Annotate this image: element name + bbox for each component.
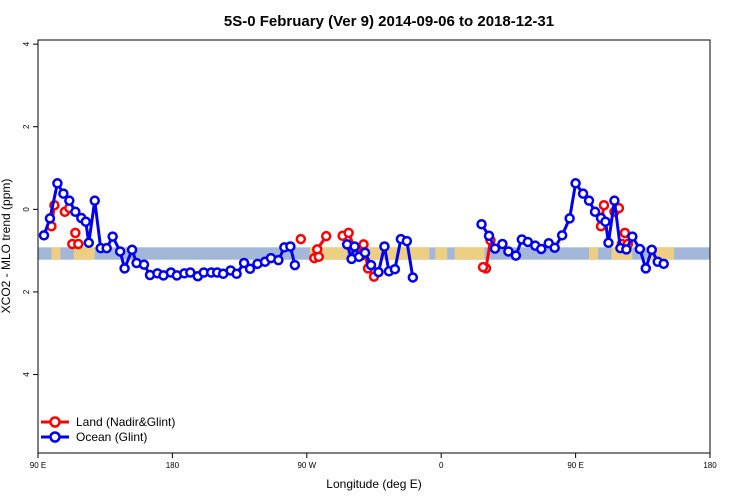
ocean-data-point [510,250,522,261]
x-tick-label: 0 [439,461,444,470]
land-data-point [73,238,84,250]
x-tick-label: 180 [703,461,717,470]
ocean-data-point [138,259,150,270]
ocean-data-point [600,216,611,227]
ocean-data-point [80,216,92,227]
ocean-data-point [483,230,495,242]
ocean-data-point [359,247,371,258]
ocean-data-point [58,188,69,199]
ocean-data-point [570,178,581,189]
band-land-segment [454,247,485,260]
band-land-segment [435,247,448,260]
x-axis-title: Longitude (deg E) [326,477,421,491]
ocean-data-point [564,213,575,224]
x-tick-label: 90 E [30,461,46,470]
ocean-data-point [285,241,296,252]
ocean-data-point [583,195,595,206]
ocean-data-point [231,268,242,280]
ocean-data-point [373,266,384,278]
ocean-data-point [89,195,100,206]
ocean-data-point [101,242,112,254]
x-tick-label: 180 [166,461,180,470]
ocean-data-point [634,243,646,255]
ocean-data-point [621,244,632,255]
y-axis: 4 2 0 2 4 [22,41,38,377]
y-tick-label: 2 [22,289,31,294]
land-data-point [343,227,354,239]
ocean-data-point [83,237,95,249]
y-axis-title: XCO2 - MLO trend (ppm) [0,179,13,314]
x-tick-label: 90 E [567,461,583,470]
ocean-data-point [52,178,63,189]
ocean-data-point [244,263,256,275]
x-tick-label: 90 W [297,461,316,470]
ocean-data-point [273,254,284,266]
y-tick-label: 0 [22,207,31,212]
plot-area [38,178,710,283]
ocean-data-point [503,246,514,257]
ocean-data-point [476,218,487,230]
band-land-segment [73,247,95,260]
ocean-data-point [365,259,377,271]
ocean-data-point [107,231,118,242]
ocean-data-point [658,258,669,270]
y-tick-label: 4 [22,41,31,46]
legend: Land (Nadir&Glint) Ocean (Glint) [41,415,175,444]
y-tick-label: 2 [22,124,31,129]
land-data-point [477,261,489,273]
band-land-segment [51,247,61,260]
ocean-data-point [627,231,638,242]
land-data-point [598,199,610,211]
ocean-data-point [401,235,413,247]
plot-frame [37,39,711,454]
ocean-data-point [489,243,501,254]
ocean-data-point [389,263,401,275]
x-axis: 90 E 180 90 W 0 90 E 180 [30,453,717,470]
ocean-data-point [407,272,419,283]
legend-ocean-label: Ocean (Glint) [76,430,147,444]
ocean-data-point [609,195,620,206]
ocean-data-point [589,206,601,218]
ocean-data-point [640,263,652,274]
land-data-point [295,233,307,245]
ocean-data-point [70,206,81,218]
ocean-data-point [536,243,547,255]
ocean-data-point [289,259,301,271]
ocean-data-point [44,213,56,224]
legend-land-marker [49,416,61,428]
ocean-data-point [577,188,589,199]
ocean-data-point [379,241,390,252]
ocean-data-point [238,257,250,269]
land-data-point [70,227,81,239]
ocean-data-point [119,263,130,274]
ocean-data-point [349,241,360,252]
band-land-segment [589,247,598,260]
land-data-point [320,230,332,242]
legend-ocean-marker [49,431,61,443]
chart-title: 5S-0 February (Ver 9) 2014-09-06 to 2018… [224,13,554,30]
legend-land-label: Land (Nadir&Glint) [76,415,175,429]
ocean-data-point [38,230,50,241]
ocean-data-point [114,246,126,257]
y-tick-label: 4 [22,372,31,377]
land-data-point [313,251,324,263]
ocean-data-point [64,195,75,206]
ocean-data-point [556,230,568,241]
ocean-data-point [497,238,508,250]
land-data-point [358,239,369,250]
ocean-data-point [603,237,614,249]
ocean-data-point [126,244,138,256]
ocean-data-point [549,242,560,253]
ocean-data-point [646,244,658,256]
